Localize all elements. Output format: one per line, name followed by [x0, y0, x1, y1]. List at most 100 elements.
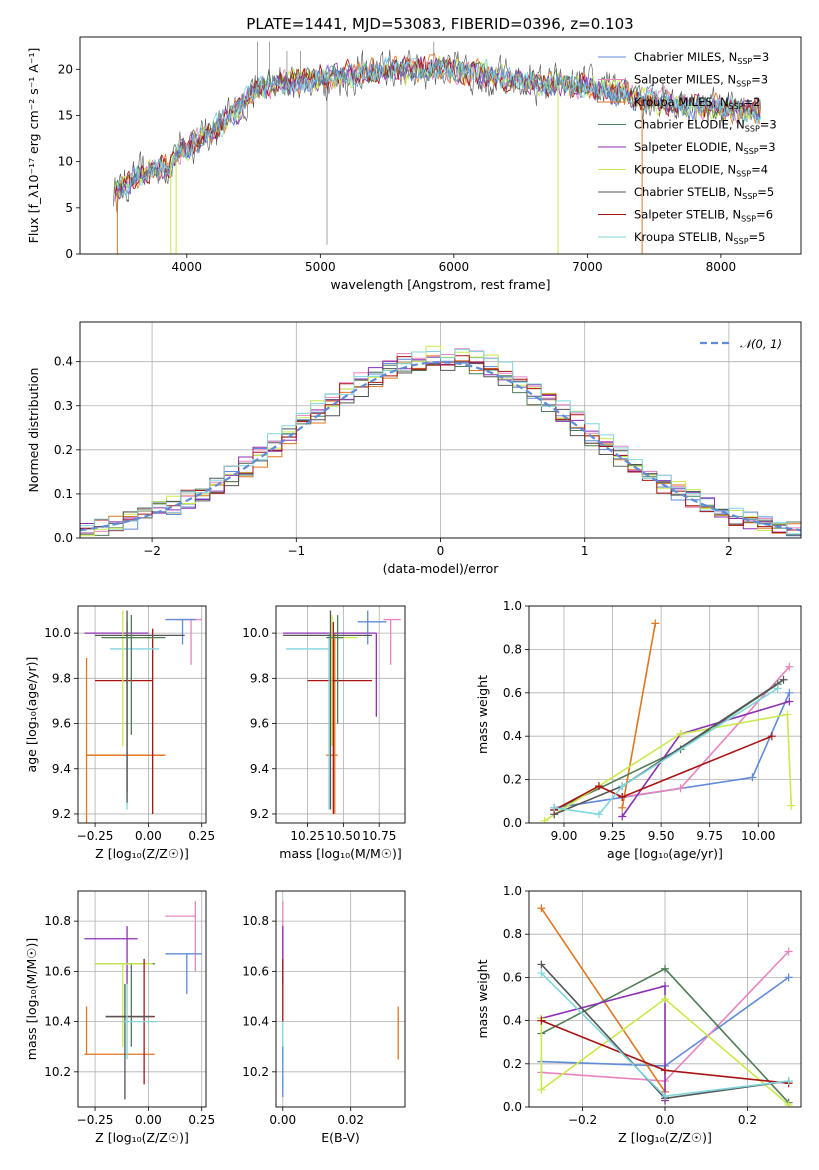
legend-label-sub: SSP [745, 125, 760, 134]
legend-label-main: Salpeter STELIB, N [634, 208, 741, 222]
x-tick-label: −0.25 [77, 1113, 114, 1127]
x-tick-label: 9.25 [599, 829, 626, 843]
y-tick-label: 0.1 [54, 487, 73, 501]
data-point-marker [661, 1092, 669, 1101]
y-axis-label: Normed distribution [26, 368, 41, 493]
y-tick-label: 0.6 [503, 970, 522, 984]
legend-label-main: Kroupa ELODIE, N [634, 163, 736, 177]
y-tick-label: 5 [65, 201, 73, 215]
y-axis-label: age [log₁₀(age/yr)] [24, 657, 39, 773]
data-point-marker [784, 1077, 793, 1086]
data-point-marker [785, 662, 794, 671]
legend-label-value: =4 [751, 163, 768, 177]
x-tick-label: 0.0 [655, 1113, 674, 1127]
legend-label: Salpeter ELODIE, NSSP=3 [634, 140, 776, 156]
legend-label-value: =3 [752, 50, 769, 64]
x-tick-label: 0.00 [269, 1113, 296, 1127]
data-point-marker [767, 732, 776, 741]
legend-label-main: Kroupa STELIB, N [634, 230, 734, 244]
series-line-kroupa-miles [621, 623, 657, 808]
y-tick-label: 0.4 [503, 1014, 522, 1028]
plot-area [276, 891, 405, 1107]
panel-mass-weight-vs-age: 9.00 9.25 9.50 9.75 10.00 0.0 0.2 0.4 0.6 0.8 1.0 a… [475, 599, 802, 861]
legend-label: Chabrier STELIB, NSSP=5 [634, 185, 774, 201]
x-axis-label: age [log₁₀(age/yr)] [607, 846, 723, 861]
plot-area [78, 891, 206, 1107]
data-point-marker [661, 995, 669, 1003]
x-tick-label: 2 [725, 544, 733, 558]
data-point-marker [540, 816, 549, 823]
data-point-marker [618, 792, 627, 801]
legend-label-value: =2 [744, 95, 761, 109]
y-tick-label: 10 [58, 155, 73, 169]
x-tick-label: 1 [581, 544, 589, 558]
x-tick-label: 0.00 [135, 829, 162, 843]
axes-frame [77, 605, 207, 824]
plot-area [529, 891, 801, 1107]
x-tick-label: 0 [437, 544, 445, 558]
legend-label: Salpeter STELIB, NSSP=6 [634, 208, 773, 224]
y-tick-label: 10.0 [242, 626, 269, 640]
data-point-marker [537, 960, 546, 969]
y-axis-label: mass weight [475, 675, 490, 754]
y-tick-label: 10.2 [44, 1065, 71, 1079]
y-tick-label: 0.3 [54, 399, 73, 413]
x-axis-label: (data-model)/error [383, 561, 500, 576]
panel-mass-vs-EBV: 0.00 0.02 10.2 10.4 10.6 10.8 E(B-V) [242, 890, 406, 1145]
legend-label-value: =5 [749, 230, 766, 244]
x-tick-label: 8000 [706, 260, 737, 274]
x-tick-label: −1 [287, 544, 305, 558]
legend-label-value: =6 [756, 208, 773, 222]
x-tick-label: 9.50 [648, 829, 675, 843]
y-tick-label: 0.4 [503, 729, 522, 743]
y-tick-label: 9.2 [52, 807, 71, 821]
panel-mass-weight-vs-Z: −0.2 0.0 0.2 0.0 0.2 0.4 0.6 0.8 1.0 Z [log₁₀(Z/Z… [475, 884, 802, 1145]
panel-spectrum: 4000 5000 6000 7000 8000 0 5 10 15 20 wavelength [… [26, 36, 802, 292]
axes-frame [79, 36, 802, 255]
data-point-marker [748, 773, 757, 782]
y-tick-label: 0.0 [54, 531, 73, 545]
legend-label: Kroupa ELODIE, NSSP=4 [634, 163, 768, 179]
axes-frame [528, 890, 802, 1108]
y-tick-label: 0.6 [503, 686, 522, 700]
y-tick-label: 0.0 [503, 816, 522, 830]
legend-label-value: =3 [759, 140, 776, 154]
x-tick-label: 4000 [172, 260, 203, 274]
legend-label-sub: SSP [729, 102, 744, 111]
plot-area [529, 606, 801, 823]
panel-age-vs-Z: −0.25 0.00 0.25 9.2 9.4 9.6 9.8 10.0 Z [log₁₀(Z/… [24, 605, 215, 861]
data-point-marker [537, 1085, 546, 1094]
spectrum-line-kroupa-stelib [116, 57, 762, 198]
data-point-marker [618, 803, 627, 812]
x-tick-label: 5000 [305, 260, 336, 274]
legend-label-sub: SSP [734, 237, 749, 246]
x-tick-label: −0.25 [77, 829, 114, 843]
plot-area [78, 606, 206, 823]
legend-label-main: Chabrier MILES, N [634, 50, 737, 64]
legend-label-sub: SSP [744, 147, 759, 156]
axes-frame [528, 605, 802, 824]
y-tick-label: 1.0 [503, 884, 522, 898]
y-tick-label: 9.2 [250, 807, 269, 821]
y-tick-label: 9.4 [52, 762, 71, 776]
histogram-kroupa-stelib [80, 349, 801, 537]
plot-area [276, 606, 405, 823]
y-tick-label: 20 [58, 62, 73, 76]
y-tick-label: 9.8 [250, 671, 269, 685]
x-tick-label: 10.00 [741, 829, 775, 843]
data-point-marker [785, 688, 794, 697]
x-tick-label: 0.25 [188, 1113, 215, 1127]
data-point-marker [787, 801, 796, 810]
legend: 𝒩(0, 1) [700, 337, 782, 351]
y-tick-label: 10.8 [242, 914, 269, 928]
normal-reference-curve [80, 360, 801, 532]
legend-label: 𝒩(0, 1) [740, 337, 782, 351]
y-tick-label: 9.4 [250, 762, 269, 776]
y-tick-label: 10.2 [242, 1065, 269, 1079]
legend-label-main: Kroupa MILES, N [634, 95, 729, 109]
y-tick-label: 15 [58, 108, 73, 122]
x-tick-label: 9.75 [696, 829, 723, 843]
legend-label-sub: SSP [736, 170, 751, 179]
legend-label-main: Chabrier STELIB, N [634, 185, 742, 199]
